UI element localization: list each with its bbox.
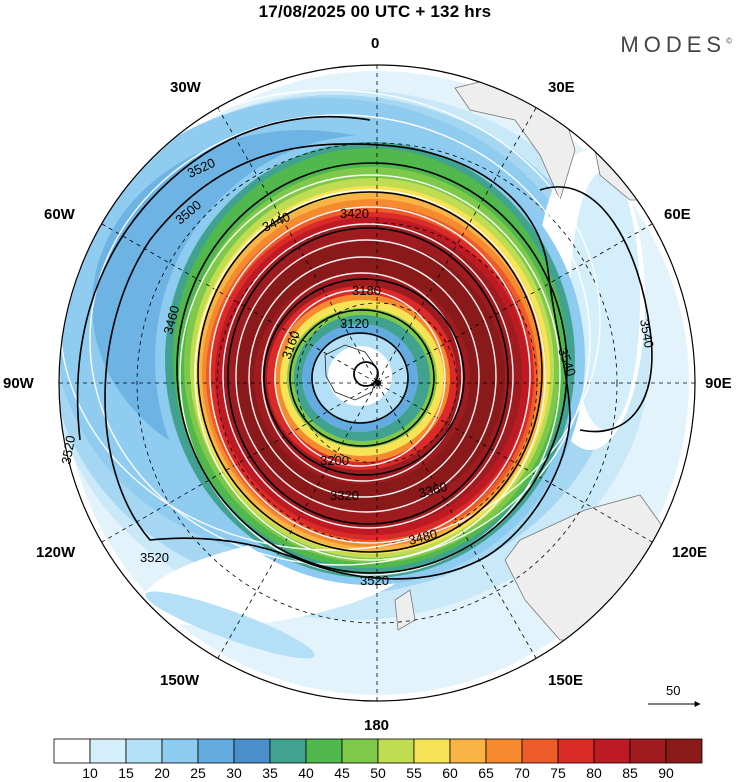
lon-label-90w: 90W [3, 375, 34, 392]
brand-copyright-mark: © [726, 36, 732, 46]
colorbar-swatch [593, 738, 631, 764]
colorbar-tick-label: 20 [154, 765, 170, 781]
contour-label-3520-bottom: 3520 [360, 573, 389, 588]
colorbar-swatch [161, 738, 199, 764]
lon-label-120w: 120W [36, 544, 76, 561]
colorbar-swatch [89, 738, 127, 764]
lon-label-180: 180 [364, 717, 390, 734]
lon-label-150e: 150E [548, 672, 584, 689]
colorbar-swatch [53, 738, 91, 764]
contour-label-3120: 3120 [340, 316, 369, 331]
contour-label-3540: 3540 [637, 318, 657, 349]
colorbar-swatch [629, 738, 667, 764]
colorbar-swatch [341, 738, 379, 764]
colorbar-tick-label: 45 [334, 765, 350, 781]
lon-label-120e: 120E [672, 544, 708, 561]
vector-reference-label: 50 [666, 683, 681, 698]
colorbar-swatch [377, 738, 415, 764]
colorbar-swatch [197, 738, 235, 764]
colorbar-tick-label: 60 [442, 765, 458, 781]
height-contours [76, 115, 653, 580]
contour-label-3460: 3460 [160, 304, 182, 336]
colorbar-tick-label: 70 [514, 765, 530, 781]
colorbar-tick-label: 90 [658, 765, 674, 781]
colorbar-tick-label: 40 [298, 765, 314, 781]
lon-label-90e: 90E [705, 375, 732, 392]
lon-label-60w: 60W [44, 206, 75, 223]
colorbar-swatch [269, 738, 307, 764]
contour-label-3320: 3320 [330, 488, 359, 503]
colorbar-tick-label: 80 [586, 765, 602, 781]
colorbar-swatch [521, 738, 559, 764]
wind-streamlines [59, 89, 601, 576]
contour-label-3520-south: 3520 [140, 550, 169, 565]
contour-label-3520-west: 3520 [58, 434, 78, 465]
brand-logo: MODES© [620, 32, 732, 58]
contour-label-3180: 3180 [352, 283, 381, 298]
colorbar-swatch [557, 738, 595, 764]
lon-label-30e: 30E [548, 79, 575, 96]
colorbar-swatch [125, 738, 163, 764]
map-disc [59, 65, 695, 701]
colorbar-tick-label: 75 [550, 765, 566, 781]
contour-label-3200: 3200 [320, 453, 349, 468]
colorbar-swatch [413, 738, 451, 764]
colorbar-swatch [449, 738, 487, 764]
contour-label-3480: 3480 [407, 526, 439, 548]
contour-label-3360: 3360 [417, 479, 449, 501]
colorbar-tick-label: 30 [226, 765, 242, 781]
map-boundary [58, 64, 696, 702]
colorbar [53, 738, 703, 764]
colorbar-tick-label: 25 [190, 765, 206, 781]
lon-label-0: 0 [371, 35, 380, 52]
colorbar-tick-label: 15 [118, 765, 134, 781]
colorbar-tick-label: 55 [406, 765, 422, 781]
lon-label-30w: 30W [170, 79, 201, 96]
colorbar-tick-label: 65 [478, 765, 494, 781]
colorbar-tick-label: 50 [370, 765, 386, 781]
colorbar-swatch [233, 738, 271, 764]
contour-label-3420: 3420 [340, 206, 369, 221]
map-title: 17/08/2025 00 UTC + 132 hrs [258, 2, 492, 21]
lon-label-150w: 150W [160, 672, 200, 689]
lon-label-60e: 60E [664, 206, 691, 223]
colorbar-swatch [485, 738, 523, 764]
colorbar-tick-label: 35 [262, 765, 278, 781]
colorbar-tick-label: 10 [82, 765, 98, 781]
colorbar-tick-label: 85 [622, 765, 638, 781]
colorbar-swatch [305, 738, 343, 764]
colorbar-swatch [665, 738, 703, 764]
brand-name: MODES [620, 32, 727, 57]
